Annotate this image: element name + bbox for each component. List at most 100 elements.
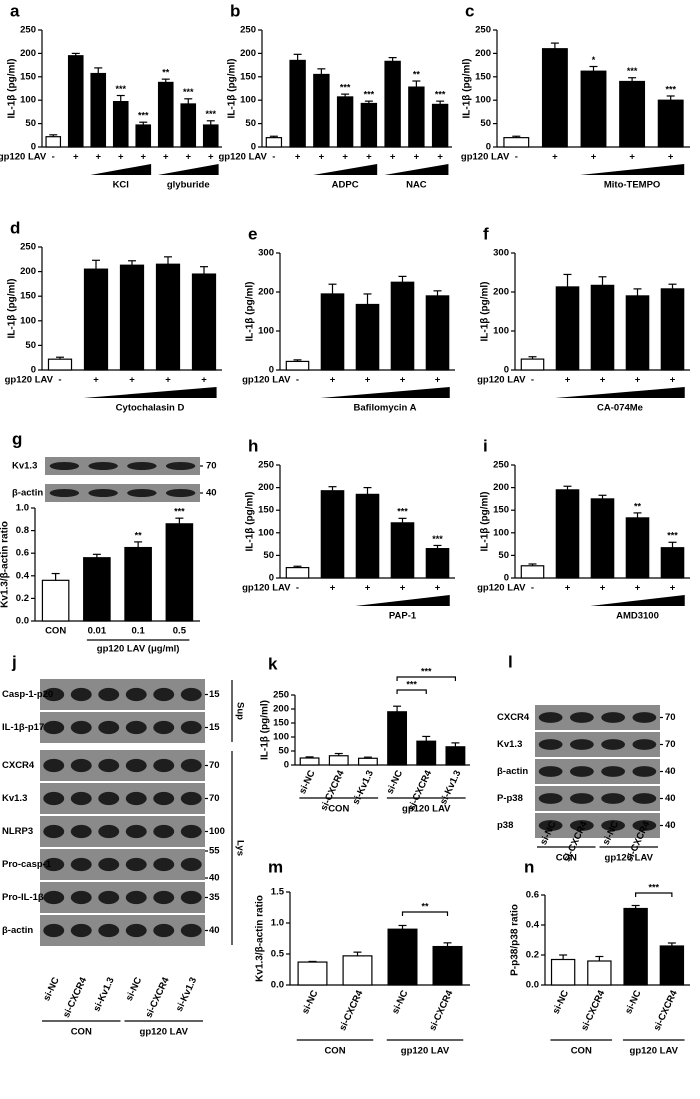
bar [590,498,615,579]
bar [180,103,197,148]
row-label: gp120 LAV [477,375,526,386]
mw-marker: 40 [665,820,676,831]
x-tick-label: + [295,152,301,163]
dose-wedge [320,387,450,398]
significance: *** [138,111,149,121]
blot-band [153,687,175,702]
blot-band [43,720,65,735]
row-label: gp120 LAV [218,152,267,163]
blot-strip [40,750,205,781]
x-tick-label: 0.1 [132,626,146,637]
group-label: gp120 LAV [605,853,654,864]
significance: *** [397,507,408,517]
group-label: CON [556,853,577,864]
x-tick-label: + [437,152,443,163]
bar [425,548,450,579]
bar [202,124,219,148]
blot-band [88,489,118,497]
bar [299,757,320,766]
bar [390,522,415,579]
x-tick-label: - [531,583,534,594]
blot-label: Pro-IL-1β [2,892,44,903]
group-label: CON [71,1027,92,1038]
blot-band [125,857,147,872]
blot-label: Kv1.3 [2,793,27,804]
blot-band [538,820,563,831]
y-tick-label: 50 [25,118,36,129]
blot-band [88,462,118,470]
y-tick-label: 0 [269,365,274,376]
blot-band [153,857,175,872]
group-label: ADPC [332,180,359,191]
bar [555,489,580,579]
x-tick-label: + [208,152,214,163]
panel-letter: g [12,429,22,448]
x-tick-label: + [73,152,79,163]
significance: *** [205,109,216,119]
x-tick-label: si-NC [297,769,318,796]
significance: *** [435,90,446,100]
bar [387,711,408,766]
blot-band [43,923,65,938]
blot-band [538,712,563,723]
blot-strip [40,882,205,913]
y-tick-label: 250 [258,460,274,471]
x-tick-label: + [129,375,135,386]
y-tick-label: 100 [258,527,274,538]
y-axis-label: P-p38/p38 ratio [510,904,521,976]
x-tick-label: si-NC [300,989,321,1016]
bar [659,945,685,986]
y-tick-label: 100 [240,95,256,106]
y-axis-label: IL-1β (pg/ml) [245,282,256,342]
x-tick-label: + [635,375,641,386]
y-axis-label: IL-1β (pg/ml) [245,492,256,552]
mw-marker: 35 [209,892,220,903]
blot-band [43,791,65,806]
bar [67,55,84,148]
y-tick-label: 250 [273,690,289,701]
significance: *** [340,82,351,92]
bar [657,99,684,148]
blot-band [180,824,202,839]
x-tick-label: - [52,152,55,163]
blot-band [125,890,147,905]
blot-label: NLRP3 [2,826,33,837]
y-tick-label: 0 [269,573,274,584]
bar [289,59,306,148]
bracket [401,911,449,916]
blot-band [165,462,196,470]
mw-marker: 15 [209,689,220,700]
bar [590,284,615,371]
blot-band [98,687,120,702]
y-tick-label: 250 [20,242,36,253]
blot-strip [40,712,205,743]
blot-band [632,766,657,777]
blot-band [180,687,202,702]
blot-band [98,923,120,938]
lane-label: si-Kv1.3 [174,976,199,1014]
panel-letter: i [483,436,488,455]
row-label: gp120 LAV [477,583,526,594]
bar [165,523,194,622]
blot-band [538,793,563,804]
dose-wedge [90,164,152,175]
group-label: gp120 LAV [140,1027,189,1038]
blot-strip [40,679,205,710]
significance: *** [364,90,375,100]
blot-band [43,758,65,773]
x-tick-label: + [365,375,371,386]
panel-letter: m [268,857,283,876]
blot-band [70,687,92,702]
blot-band [570,712,594,723]
lane-label: si-CXCR4 [61,975,90,1020]
panel-letter: b [230,1,240,20]
significance: *** [627,66,638,76]
blot-band [153,890,175,905]
blot-strip [40,783,205,814]
y-tick-label: 150 [273,718,289,729]
x-tick-label: + [319,152,325,163]
blot-band [70,758,92,773]
y-tick-label: 100 [258,326,274,337]
x-axis-label: gp120 LAV (μg/ml) [97,644,180,655]
y-tick-label: 0.0 [526,980,539,991]
